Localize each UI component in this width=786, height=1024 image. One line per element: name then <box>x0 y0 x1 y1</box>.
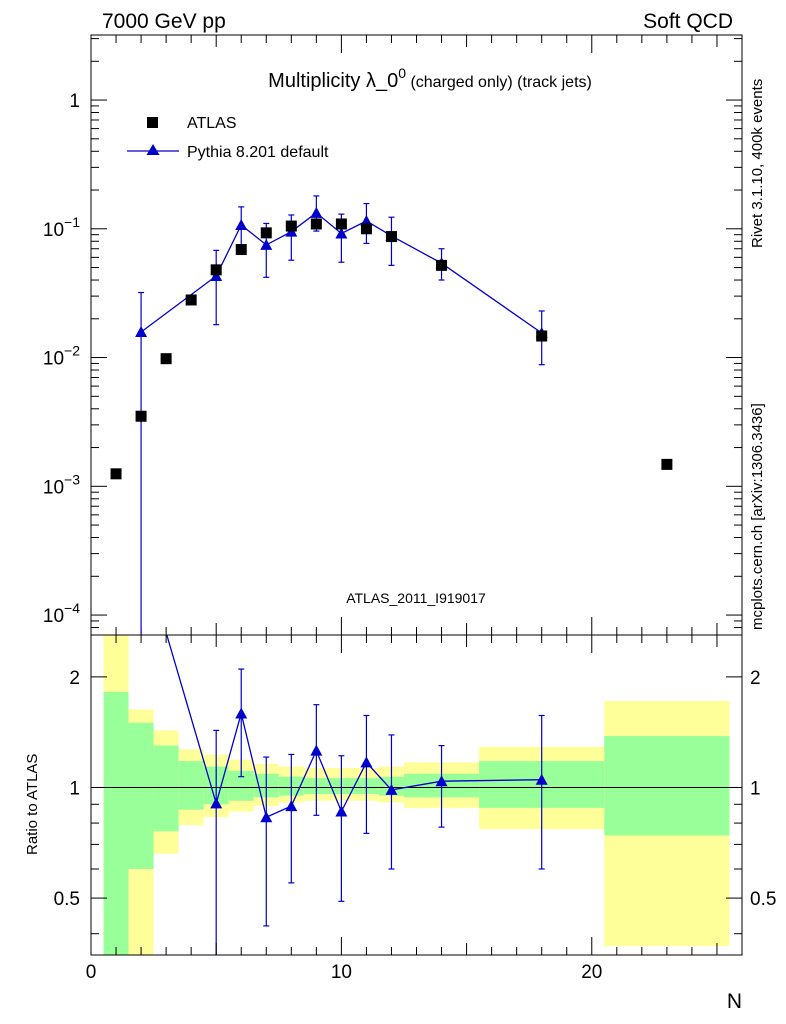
header-right-label: Soft QCD <box>643 10 733 33</box>
tick-exponent: −3 <box>64 471 80 487</box>
header-left-label: 7000 GeV pp <box>102 10 226 33</box>
ratio-point <box>360 756 373 768</box>
atlas-point <box>285 220 297 232</box>
atlas-point <box>260 227 272 239</box>
legend-label-pythia: Pythia 8.201 default <box>187 144 329 161</box>
main-y-tick-labels: 110−110−210−310−4 <box>43 91 80 627</box>
mc-point <box>135 325 148 337</box>
ratio-y-axis-label: Ratio to ATLAS <box>24 754 41 855</box>
legend: ATLAS Pythia 8.201 default <box>127 115 329 161</box>
mc-point <box>310 206 323 218</box>
ratio-band-inner <box>178 761 204 810</box>
tick-exponent: −1 <box>64 214 80 230</box>
main-y-tick-label: 10−1 <box>43 214 80 241</box>
chart-title-sup: 0 <box>398 65 406 81</box>
ratio-point <box>385 783 398 795</box>
atlas-point <box>160 353 172 365</box>
ratio-band-inner <box>128 722 154 869</box>
ratio-y-tick-label-right: 1 <box>750 778 761 799</box>
ratio-point <box>535 773 548 785</box>
ratio-y-tick-labels: 2 2 1 1 0.5 0.5 <box>54 668 777 910</box>
atlas-point <box>235 244 247 256</box>
ratio-error-bars <box>213 668 545 955</box>
analysis-label: ATLAS_2011_I919017 <box>346 590 486 606</box>
ratio-point <box>260 811 273 823</box>
x-axis-label: N <box>727 990 742 1013</box>
atlas-point <box>310 218 322 230</box>
ratio-y-tick-label-right: 2 <box>750 668 761 689</box>
legend-label-atlas: ATLAS <box>187 115 237 132</box>
tick-exponent: −2 <box>64 343 80 359</box>
x-tick-labels: 0 10 20 <box>86 962 603 983</box>
ratio-point <box>285 800 298 812</box>
rivet-version-label: Rivet 3.1.10, 400k events <box>749 79 766 248</box>
ratio-point <box>310 744 323 756</box>
atlas-point <box>110 468 122 480</box>
ratio-y-tick-label-left: 2 <box>69 668 80 689</box>
main-y-tick-label: 1 <box>69 91 80 112</box>
ratio-axis-ticks <box>90 635 743 955</box>
ratio-point <box>335 805 348 817</box>
ratio-point <box>435 775 448 787</box>
legend-marker-pythia <box>146 144 160 155</box>
chart-title: Multiplicity λ_00 (charged only) (track … <box>268 65 592 92</box>
mc-point <box>210 269 223 281</box>
x-tick-label: 0 <box>86 962 97 983</box>
ratio-y-tick-label-left: 0.5 <box>54 889 80 910</box>
ratio-point <box>210 797 223 809</box>
atlas-point <box>436 259 448 271</box>
ratio-uncertainty-bands <box>103 635 730 955</box>
atlas-point <box>210 264 222 276</box>
mc-error-bars <box>138 195 545 635</box>
ratio-y-tick-label-left: 1 <box>69 778 80 799</box>
x-tick-label: 20 <box>581 962 602 983</box>
atlas-point <box>185 294 197 306</box>
atlas-point <box>135 410 147 422</box>
atlas-point <box>661 458 673 470</box>
tick-mantissa: 10 <box>43 349 64 370</box>
chart-title-main: Multiplicity λ_0 <box>268 70 398 92</box>
ratio-band-inner <box>153 745 179 832</box>
ratio-panel: 2 2 1 1 0.5 0.5 0 10 20 <box>54 634 777 983</box>
x-tick-label: 10 <box>331 962 352 983</box>
atlas-point <box>360 223 372 235</box>
main-panel: 110−110−210−310−4 <box>43 34 743 636</box>
ratio-band-inner <box>103 691 129 955</box>
main-y-tick-label: 10−2 <box>43 343 80 370</box>
mcplots-label: mcplots.cern.ch [arXiv:1306.3436] <box>749 403 766 630</box>
chart-title-sub: (charged only) (track jets) <box>406 74 592 91</box>
main-y-tick-label: 10−4 <box>43 600 80 627</box>
ratio-frame <box>90 634 743 956</box>
ratio-markers <box>210 707 548 823</box>
tick-mantissa: 10 <box>43 606 64 627</box>
atlas-point <box>385 231 397 243</box>
mc-point <box>260 238 273 250</box>
data-markers <box>110 218 673 480</box>
tick-mantissa: 10 <box>43 220 64 241</box>
mc-point <box>335 227 348 239</box>
mc-point <box>360 214 373 226</box>
mc-point <box>235 219 248 231</box>
tick-mantissa: 10 <box>43 477 64 498</box>
ratio-y-tick-label-right: 0.5 <box>750 889 776 910</box>
legend-marker-atlas <box>147 117 158 128</box>
tick-exponent: −4 <box>64 600 80 616</box>
ratio-band-inner <box>604 736 730 836</box>
atlas-point <box>335 218 347 230</box>
atlas-point <box>536 330 548 342</box>
main-y-tick-label: 10−3 <box>43 471 80 498</box>
ratio-point <box>235 707 248 719</box>
